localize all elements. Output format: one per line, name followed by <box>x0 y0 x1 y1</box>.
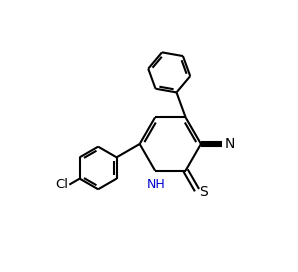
Text: N: N <box>224 137 235 151</box>
Text: NH: NH <box>147 178 166 191</box>
Text: S: S <box>199 185 208 199</box>
Text: Cl: Cl <box>55 178 68 191</box>
